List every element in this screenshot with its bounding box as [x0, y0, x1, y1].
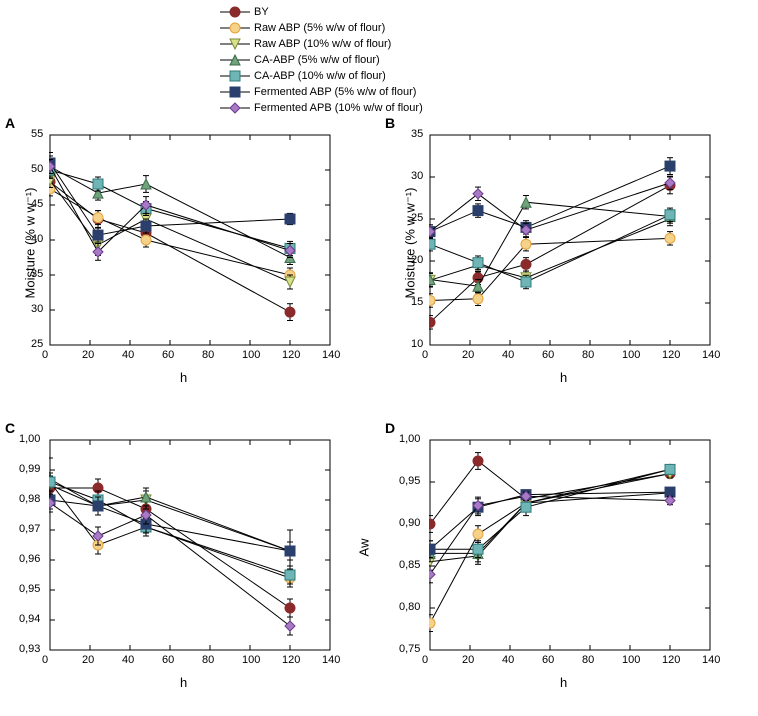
x-tick-label: 100 [622, 349, 640, 361]
y-axis-label: Aᴡ [357, 538, 372, 556]
y-tick-label: 0,90 [399, 517, 420, 529]
legend-marker-icon [220, 36, 250, 52]
legend-label: CA-ABP (5% w/w of flour) [254, 52, 380, 68]
legend-item: Raw ABP (10% w/w of flour) [220, 36, 423, 52]
x-tick-label: 100 [242, 654, 260, 666]
x-tick-label: 0 [42, 654, 48, 666]
panel-label: A [5, 115, 15, 131]
y-tick-label: 0,93 [19, 643, 40, 655]
plot-area [49, 134, 331, 346]
legend-item: BY [220, 4, 423, 20]
x-tick-label: 0 [422, 654, 428, 666]
y-tick-label: 35 [31, 268, 43, 280]
y-tick-label: 1,00 [399, 433, 420, 445]
x-tick-label: 140 [702, 654, 720, 666]
y-tick-label: 20 [411, 254, 423, 266]
y-tick-label: 0,94 [19, 613, 40, 625]
x-tick-label: 0 [422, 349, 428, 361]
y-axis-label: Moisture (% w w⁻¹) [402, 188, 418, 299]
x-tick-label: 120 [282, 349, 300, 361]
x-tick-label: 60 [542, 654, 554, 666]
y-tick-label: 25 [411, 212, 423, 224]
panel-label: C [5, 420, 15, 436]
legend-item: Raw ABP (5% w/w of flour) [220, 20, 423, 36]
legend-marker-icon [220, 100, 250, 116]
y-tick-label: 0,98 [19, 493, 40, 505]
y-tick-label: 25 [31, 338, 43, 350]
legend-item: Fermented APB (10% w/w of flour) [220, 100, 423, 116]
chart-legend: BYRaw ABP (5% w/w of flour)Raw ABP (10% … [220, 4, 423, 116]
panel-C: CAᴡh0204060801001201400,930,940,950,960,… [5, 425, 345, 695]
x-tick-label: 80 [202, 349, 214, 361]
y-tick-label: 0,85 [399, 559, 420, 571]
plot-area [49, 439, 331, 651]
x-tick-label: 140 [322, 349, 340, 361]
plot-area [429, 439, 711, 651]
x-axis-label: h [560, 675, 567, 690]
y-tick-label: 0,99 [19, 463, 40, 475]
legend-marker-icon [220, 20, 250, 36]
legend-marker-icon [220, 52, 250, 68]
y-tick-label: 45 [31, 198, 43, 210]
x-tick-label: 80 [582, 349, 594, 361]
legend-label: Raw ABP (10% w/w of flour) [254, 36, 391, 52]
legend-marker-icon [220, 84, 250, 100]
x-tick-label: 100 [622, 654, 640, 666]
x-tick-label: 120 [662, 654, 680, 666]
x-tick-label: 20 [82, 654, 94, 666]
x-tick-label: 40 [122, 349, 134, 361]
y-tick-label: 50 [31, 163, 43, 175]
x-axis-label: h [180, 370, 187, 385]
legend-item: Fermented ABP (5% w/w of flour) [220, 84, 423, 100]
x-tick-label: 40 [502, 349, 514, 361]
y-tick-label: 30 [411, 170, 423, 182]
legend-label: BY [254, 4, 269, 20]
x-tick-label: 80 [582, 654, 594, 666]
legend-label: CA-ABP (10% w/w of flour) [254, 68, 386, 84]
y-tick-label: 0,80 [399, 601, 420, 613]
x-tick-label: 60 [162, 349, 174, 361]
panel-A: AMoisture (% w w⁻¹)h02040608010012014025… [5, 120, 345, 390]
x-tick-label: 20 [82, 349, 94, 361]
panel-label: B [385, 115, 395, 131]
panel-label: D [385, 420, 395, 436]
y-tick-label: 10 [411, 338, 423, 350]
y-tick-label: 15 [411, 296, 423, 308]
legend-label: Fermented ABP (5% w/w of flour) [254, 84, 416, 100]
legend-label: Fermented APB (10% w/w of flour) [254, 100, 423, 116]
y-tick-label: 0,95 [399, 475, 420, 487]
legend-marker-icon [220, 4, 250, 20]
x-tick-label: 60 [542, 349, 554, 361]
x-tick-label: 20 [462, 654, 474, 666]
x-tick-label: 80 [202, 654, 214, 666]
panel-B: BMoisture (% w w⁻¹)h02040608010012014010… [385, 120, 725, 390]
y-tick-label: 40 [31, 233, 43, 245]
x-tick-label: 100 [242, 349, 260, 361]
x-tick-label: 140 [322, 654, 340, 666]
y-tick-label: 0,75 [399, 643, 420, 655]
x-tick-label: 20 [462, 349, 474, 361]
x-tick-label: 140 [702, 349, 720, 361]
legend-marker-icon [220, 68, 250, 84]
x-tick-label: 40 [502, 654, 514, 666]
plot-area [429, 134, 711, 346]
y-tick-label: 0,95 [19, 583, 40, 595]
x-tick-label: 0 [42, 349, 48, 361]
y-tick-label: 35 [411, 128, 423, 140]
y-tick-label: 0,96 [19, 553, 40, 565]
y-tick-label: 30 [31, 303, 43, 315]
legend-item: CA-ABP (5% w/w of flour) [220, 52, 423, 68]
legend-label: Raw ABP (5% w/w of flour) [254, 20, 385, 36]
y-tick-label: 55 [31, 128, 43, 140]
legend-item: CA-ABP (10% w/w of flour) [220, 68, 423, 84]
x-axis-label: h [560, 370, 567, 385]
x-tick-label: 40 [122, 654, 134, 666]
x-tick-label: 120 [662, 349, 680, 361]
x-tick-label: 120 [282, 654, 300, 666]
panel-D: DAᴡh0204060801001201400,750,800,850,900,… [385, 425, 725, 695]
y-tick-label: 1,00 [19, 433, 40, 445]
y-tick-label: 0,97 [19, 523, 40, 535]
x-axis-label: h [180, 675, 187, 690]
x-tick-label: 60 [162, 654, 174, 666]
